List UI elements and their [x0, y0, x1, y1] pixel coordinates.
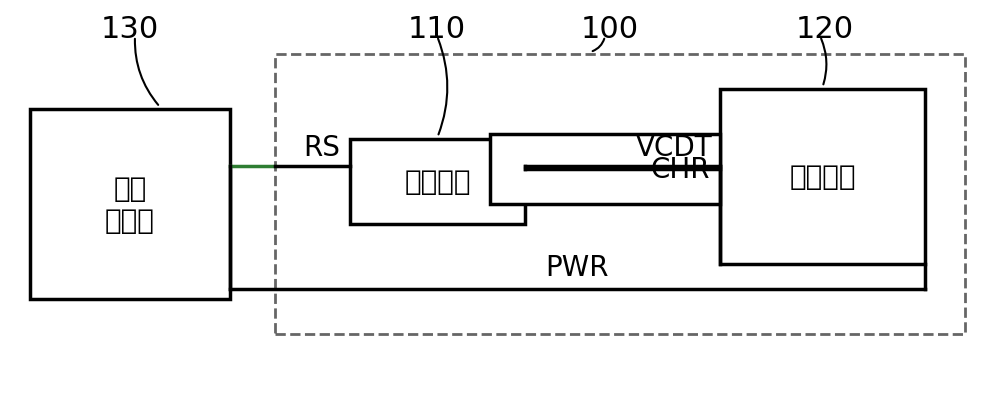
- Bar: [720, 90, 925, 264]
- FancyArrowPatch shape: [821, 39, 826, 85]
- Text: 控制单元: 控制单元: [404, 168, 471, 196]
- Text: 通讯芯片: 通讯芯片: [789, 163, 856, 191]
- Bar: [350, 139, 525, 225]
- FancyArrowPatch shape: [438, 40, 447, 135]
- Text: 100: 100: [581, 15, 639, 44]
- FancyArrowPatch shape: [135, 40, 158, 106]
- Bar: [490, 135, 720, 204]
- Text: CHR: CHR: [650, 155, 710, 184]
- Text: 110: 110: [408, 15, 466, 44]
- FancyArrowPatch shape: [593, 40, 604, 52]
- Text: RS: RS: [303, 134, 340, 162]
- Text: 130: 130: [101, 15, 159, 44]
- Text: 120: 120: [796, 15, 854, 44]
- Bar: [30, 110, 230, 299]
- Bar: [275, 55, 965, 334]
- Text: PWR: PWR: [546, 254, 609, 281]
- Text: 中央
处理器: 中央 处理器: [105, 174, 155, 235]
- Text: VCDT: VCDT: [635, 134, 712, 162]
